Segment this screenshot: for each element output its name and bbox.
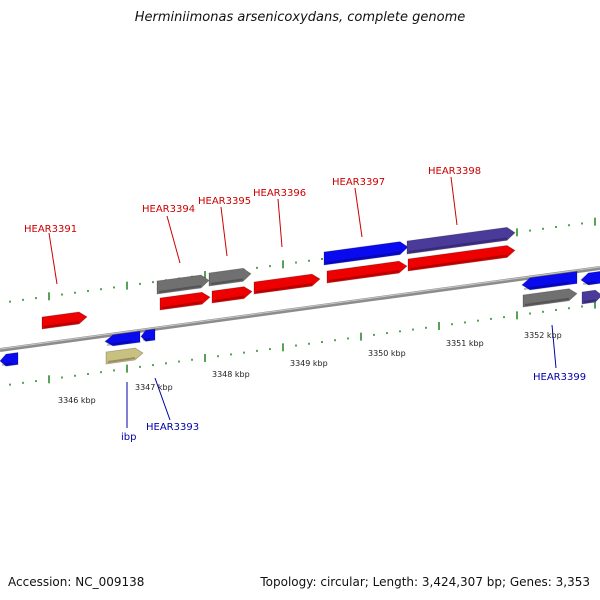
gene-feature-gray <box>522 288 578 308</box>
gene-label-top: HEAR3396 <box>253 188 306 199</box>
ruler-labels: 3346 kbp 3347 kbp 3348 kbp 3349 kbp 3350 kbp… <box>58 331 562 405</box>
gene-label-top: HEAR3397 <box>332 177 385 188</box>
callout-line <box>220 206 228 257</box>
gene-feature-red <box>407 245 516 272</box>
gene-feature-khaki <box>105 347 144 365</box>
gene-label-top: HEAR3391 <box>24 224 77 235</box>
gene-features <box>0 226 600 367</box>
gene-feature-blue <box>580 270 600 286</box>
gene-feature-red <box>253 273 321 295</box>
ruler-label: 3346 kbp <box>58 396 96 405</box>
gene-feature-red <box>211 286 253 304</box>
gene-feature-purple <box>581 289 600 305</box>
gene-feature-red <box>159 291 211 311</box>
callout-line <box>154 377 171 421</box>
callout-line <box>277 198 283 248</box>
gene-feature-red <box>41 311 88 330</box>
accession-text: Accession: NC_009138 <box>8 575 145 589</box>
callout-line <box>450 176 458 226</box>
gene-label-top: HEAR3394 <box>142 204 195 215</box>
gene-label-top: HEAR3395 <box>198 196 251 207</box>
ruler-label: 3352 kbp <box>524 331 562 340</box>
gene-label-bottom: ibp <box>121 432 136 443</box>
map-title: Herminiimonas arsenicoxydans, complete g… <box>134 10 466 25</box>
backbone-highlight <box>0 266 600 350</box>
gene-feature-blue <box>323 241 409 266</box>
gene-label-top: HEAR3398 <box>428 166 481 177</box>
gene-label-bottom: HEAR3399 <box>533 372 586 383</box>
gene-feature-blue <box>521 271 578 291</box>
ruler-label: 3349 kbp <box>290 359 328 368</box>
gene-feature-blue <box>104 330 141 347</box>
gene-feature-purple <box>406 226 516 255</box>
ruler-label: 3348 kbp <box>212 370 250 379</box>
gene-label-bottom: HEAR3393 <box>146 422 199 433</box>
gene-feature-blue <box>0 352 19 367</box>
gene-feature-red <box>326 260 408 284</box>
gene-feature-blue <box>140 328 156 342</box>
callout-line <box>354 187 363 238</box>
backbone-line <box>0 266 600 352</box>
ruler-label: 3347 kbp <box>135 383 173 392</box>
gene-feature-gray <box>156 274 210 295</box>
ruler-label: 3350 kbp <box>368 349 406 358</box>
callout-line <box>166 215 181 264</box>
genome-summary-text: Topology: circular; Length: 3,424,307 bp… <box>260 575 590 589</box>
ruler-label: 3351 kbp <box>446 339 484 348</box>
callout-line <box>551 324 557 369</box>
callout-line <box>48 232 58 285</box>
gene-feature-gray <box>208 267 252 287</box>
